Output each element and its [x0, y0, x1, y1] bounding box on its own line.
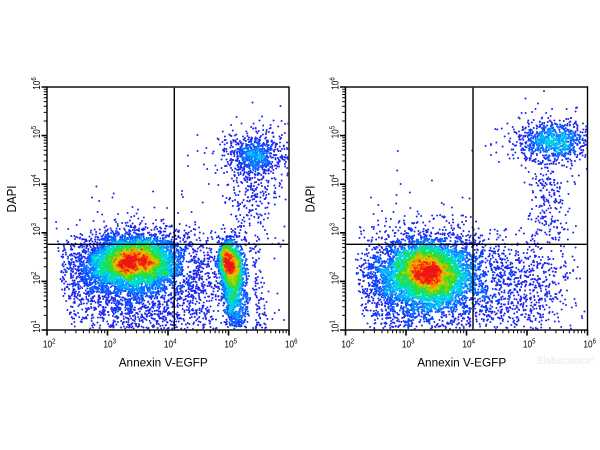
svg-text:DAPI: DAPI	[5, 186, 19, 213]
svg-text:Annexin V-EGFP: Annexin V-EGFP	[417, 356, 506, 370]
svg-text:Elabscience®: Elabscience®	[537, 355, 596, 367]
svg-text:Annexin V-EGFP: Annexin V-EGFP	[119, 356, 208, 370]
svg-text:DAPI: DAPI	[304, 186, 318, 213]
